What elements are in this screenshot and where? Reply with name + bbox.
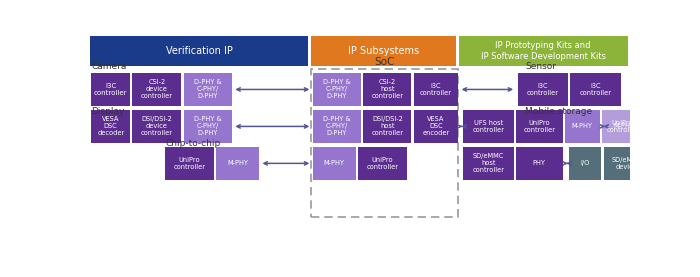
Bar [183,110,232,143]
Text: VESA
DSC
decoder: VESA DSC decoder [97,116,125,136]
Text: CSI-2
device
controller: CSI-2 device controller [141,79,173,99]
Bar [92,110,130,143]
Bar [313,73,361,106]
Text: M-PHY: M-PHY [227,160,248,166]
Text: DSI/DSI-2
host
controller: DSI/DSI-2 host controller [372,116,403,136]
Text: M-PHY: M-PHY [324,160,345,166]
Text: DSI/DSI-2
device
controller: DSI/DSI-2 device controller [141,116,173,136]
Bar [463,147,514,179]
Text: I3C
controller: I3C controller [580,83,612,96]
Bar [463,110,514,143]
Text: D-PHY &
C-PHY/
D-PHY: D-PHY & C-PHY/ D-PHY [194,116,221,136]
Bar [603,147,650,179]
Bar [414,73,458,106]
Text: UFS host
controller: UFS host controller [473,120,505,133]
Bar [516,110,563,143]
Text: M-PHY: M-PHY [572,124,593,129]
Text: D-PHY &
C-PHY/
D-PHY: D-PHY & C-PHY/ D-PHY [323,116,351,136]
Bar [517,73,568,106]
Text: I3C
controller: I3C controller [527,83,559,96]
Text: IP Subsystems: IP Subsystems [348,46,419,56]
Bar [313,147,356,179]
Bar [92,73,130,106]
Text: D-PHY &
C-PHY/
D-PHY: D-PHY & C-PHY/ D-PHY [323,79,351,99]
Bar [363,110,412,143]
Text: Camera: Camera [92,62,127,71]
Text: I/O: I/O [580,160,589,166]
Bar [132,110,181,143]
Text: VESA
DSC
encoder: VESA DSC encoder [422,116,449,136]
Text: SoC: SoC [374,57,395,67]
Bar [414,110,458,143]
Bar [183,73,232,106]
Bar [516,147,563,179]
Text: Verification IP: Verification IP [166,46,232,56]
Bar [132,73,181,106]
Bar [606,110,641,143]
Bar [311,36,456,66]
Bar [313,110,361,143]
Text: Mobile storage: Mobile storage [526,107,592,116]
Text: I3C
controller: I3C controller [420,83,452,96]
Text: M-PHY: M-PHY [613,124,634,129]
Text: UniPro
controller: UniPro controller [174,157,205,170]
Bar [565,110,600,143]
Text: UniPro
controller: UniPro controller [366,157,398,170]
Text: SD/eMMC
device: SD/eMMC device [611,157,643,170]
Bar [216,147,259,179]
Bar [602,110,643,143]
Text: Sensor: Sensor [526,62,557,71]
Text: IP Prototyping Kits and
IP Software Development Kits: IP Prototyping Kits and IP Software Deve… [481,41,606,61]
Text: Display: Display [92,107,125,116]
Text: UniPro
controller: UniPro controller [524,120,555,133]
Text: PHY: PHY [533,160,546,166]
Bar [311,70,458,217]
Bar [458,36,628,66]
Text: UniPro
controller: UniPro controller [606,120,638,133]
Text: D-PHY &
C-PHY/
D-PHY: D-PHY & C-PHY/ D-PHY [194,79,221,99]
Text: CSI-2
host
controller: CSI-2 host controller [372,79,403,99]
Text: SD/eMMC
host
controller: SD/eMMC host controller [473,153,505,173]
Bar [570,73,621,106]
Bar [90,36,309,66]
Bar [165,147,214,179]
Bar [363,73,412,106]
Text: I3C
controller: I3C controller [94,83,127,96]
Text: Chip-to-chip: Chip-to-chip [165,139,220,148]
Bar [569,147,601,179]
Bar [358,147,407,179]
